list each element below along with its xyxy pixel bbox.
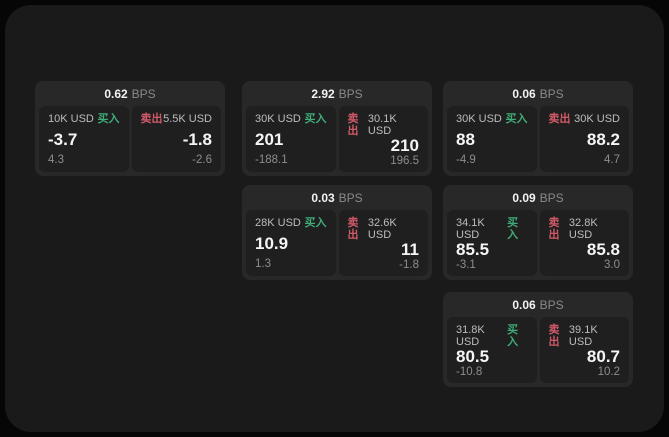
sell-price: 80.7 bbox=[586, 347, 620, 366]
buy-button[interactable]: 买入 bbox=[505, 113, 528, 125]
buy-price: 85.5 bbox=[456, 240, 490, 259]
sell-quote-panel[interactable]: 卖出 30K USD 88.2 4.7 bbox=[539, 106, 629, 172]
buy-notional: 34.1K USD bbox=[456, 217, 485, 241]
sell-button[interactable]: 卖出 bbox=[140, 113, 163, 125]
buy-price: 201 bbox=[255, 129, 284, 149]
sell-button[interactable]: 卖出 bbox=[347, 113, 359, 137]
buy-quote-panel[interactable]: 30K USD 买入 88 -4.9 bbox=[447, 106, 537, 172]
bps-value: 2.92 bbox=[311, 86, 335, 101]
buy-quote-panel[interactable]: 30K USD 买入 201 -188.1 bbox=[246, 106, 336, 172]
sell-button[interactable]: 卖出 bbox=[347, 217, 359, 241]
bps-header: 0.62 BPS bbox=[39, 81, 221, 106]
quote-card: 0.62 BPS 10K USD 买入 -3.7 4.3 卖出 5.5K USD bbox=[35, 81, 225, 176]
bps-value: 0.06 bbox=[512, 86, 536, 101]
sell-delta: -2.6 bbox=[192, 154, 212, 166]
sell-button[interactable]: 卖出 bbox=[548, 217, 560, 241]
bps-header: 0.06 BPS bbox=[447, 292, 629, 317]
buy-quote-panel[interactable]: 28K USD 买入 10.9 1.3 bbox=[246, 210, 336, 276]
buy-notional: 30K USD bbox=[255, 113, 301, 125]
sell-notional: 39.1K USD bbox=[568, 324, 598, 348]
sell-price: 85.8 bbox=[586, 240, 620, 259]
buy-button[interactable]: 买入 bbox=[304, 217, 327, 229]
sell-quote-panel[interactable]: 卖出 5.5K USD -1.8 -2.6 bbox=[131, 106, 221, 172]
buy-quote-panel[interactable]: 10K USD 买入 -3.7 4.3 bbox=[39, 106, 129, 172]
bps-header: 2.92 BPS bbox=[246, 81, 428, 106]
buy-button[interactable]: 买入 bbox=[507, 324, 519, 348]
buy-delta: 4.3 bbox=[48, 154, 64, 166]
sell-delta: 196.5 bbox=[390, 155, 419, 167]
sell-delta: -1.8 bbox=[399, 259, 419, 271]
sell-button[interactable]: 卖出 bbox=[548, 113, 571, 125]
quote-card: 0.09 BPS 34.1K USD 买入 85.5 -3.1 卖出 32.8K… bbox=[443, 185, 633, 280]
sell-notional: 32.6K USD bbox=[367, 217, 397, 241]
buy-delta: -4.9 bbox=[456, 154, 476, 166]
bps-unit: BPS bbox=[539, 297, 564, 312]
sell-price: 210 bbox=[390, 136, 419, 155]
sell-quote-panel[interactable]: 卖出 32.8K USD 85.8 3.0 bbox=[539, 210, 629, 276]
buy-button[interactable]: 买入 bbox=[507, 217, 519, 241]
buy-button[interactable]: 买入 bbox=[304, 113, 327, 125]
bps-value: 0.03 bbox=[311, 190, 335, 205]
buy-button[interactable]: 买入 bbox=[97, 113, 120, 125]
sell-notional: 5.5K USD bbox=[163, 113, 212, 125]
buy-notional: 30K USD bbox=[456, 113, 502, 125]
sell-delta: 4.7 bbox=[604, 154, 620, 166]
bps-unit: BPS bbox=[539, 86, 564, 101]
buy-quote-panel[interactable]: 31.8K USD 买入 80.5 -10.8 bbox=[447, 317, 537, 383]
sell-delta: 3.0 bbox=[604, 259, 620, 271]
sell-notional: 30K USD bbox=[574, 113, 620, 125]
buy-price: -3.7 bbox=[48, 129, 78, 149]
sell-quote-panel[interactable]: 卖出 39.1K USD 80.7 10.2 bbox=[539, 317, 629, 383]
sell-notional: 30.1K USD bbox=[367, 113, 397, 137]
bps-value: 0.62 bbox=[104, 86, 128, 101]
quote-card: 0.06 BPS 31.8K USD 买入 80.5 -10.8 卖出 39.1… bbox=[443, 292, 633, 387]
bps-header: 0.09 BPS bbox=[447, 185, 629, 210]
buy-delta: -3.1 bbox=[456, 259, 476, 271]
buy-price: 10.9 bbox=[255, 233, 289, 253]
buy-price: 88 bbox=[456, 129, 475, 149]
buy-delta: 1.3 bbox=[255, 258, 271, 270]
bps-unit: BPS bbox=[338, 190, 363, 205]
sell-button[interactable]: 卖出 bbox=[548, 324, 560, 348]
buy-notional: 10K USD bbox=[48, 113, 94, 125]
sell-price: -1.8 bbox=[182, 129, 212, 149]
buy-notional: 31.8K USD bbox=[456, 324, 485, 348]
buy-price: 80.5 bbox=[456, 347, 490, 366]
sell-quote-panel[interactable]: 卖出 30.1K USD 210 196.5 bbox=[338, 106, 428, 172]
buy-quote-panel[interactable]: 34.1K USD 买入 85.5 -3.1 bbox=[447, 210, 537, 276]
quote-card: 0.06 BPS 30K USD 买入 88 -4.9 卖出 30K USD bbox=[443, 81, 633, 176]
bps-header: 0.03 BPS bbox=[246, 185, 428, 210]
bps-unit: BPS bbox=[131, 86, 156, 101]
sell-delta: 10.2 bbox=[597, 366, 620, 378]
buy-delta: -10.8 bbox=[456, 366, 483, 378]
sell-quote-panel[interactable]: 卖出 32.6K USD 11 -1.8 bbox=[338, 210, 428, 276]
bps-header: 0.06 BPS bbox=[447, 81, 629, 106]
quotes-board: 0.62 BPS 10K USD 买入 -3.7 4.3 卖出 5.5K USD bbox=[5, 5, 664, 432]
buy-delta: -188.1 bbox=[255, 154, 288, 166]
sell-price: 88.2 bbox=[586, 129, 620, 149]
bps-unit: BPS bbox=[539, 190, 564, 205]
sell-price: 11 bbox=[401, 240, 419, 259]
bps-value: 0.06 bbox=[512, 297, 536, 312]
buy-notional: 28K USD bbox=[255, 217, 301, 229]
quote-card: 0.03 BPS 28K USD 买入 10.9 1.3 卖出 32.6K US… bbox=[242, 185, 432, 280]
bps-unit: BPS bbox=[338, 86, 363, 101]
sell-notional: 32.8K USD bbox=[568, 217, 598, 241]
quote-card: 2.92 BPS 30K USD 买入 201 -188.1 卖出 30.1K … bbox=[242, 81, 432, 176]
bps-value: 0.09 bbox=[512, 190, 536, 205]
